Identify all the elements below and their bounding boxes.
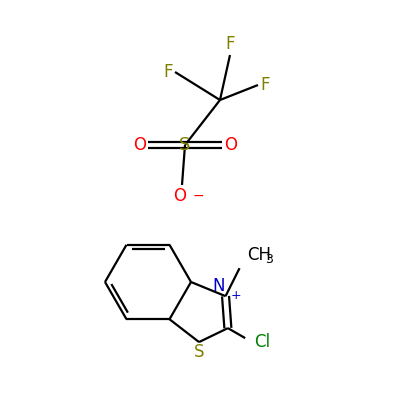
Text: S: S	[179, 136, 191, 154]
Text: +: +	[230, 289, 241, 302]
Text: S: S	[194, 343, 204, 361]
Text: −: −	[193, 189, 205, 203]
Text: O: O	[133, 136, 146, 154]
Text: O: O	[224, 136, 237, 154]
Text: CH: CH	[248, 246, 272, 264]
Text: F: F	[164, 63, 173, 81]
Text: Cl: Cl	[254, 333, 270, 351]
Text: N: N	[212, 277, 224, 295]
Text: F: F	[225, 35, 235, 53]
Text: 3: 3	[266, 253, 274, 266]
Text: O: O	[174, 187, 186, 205]
Text: F: F	[260, 76, 270, 94]
